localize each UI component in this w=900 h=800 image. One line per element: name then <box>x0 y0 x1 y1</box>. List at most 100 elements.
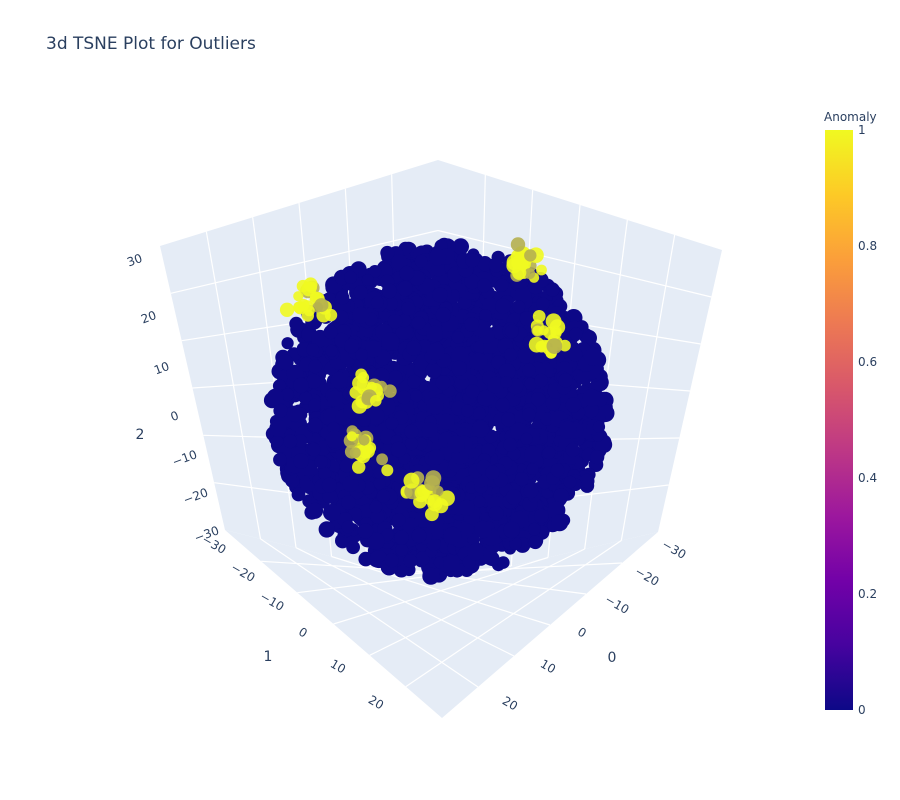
data-point[interactable] <box>387 314 403 329</box>
data-point[interactable] <box>471 420 490 438</box>
data-point[interactable] <box>403 554 418 569</box>
outlier-point[interactable] <box>293 301 308 315</box>
data-point[interactable] <box>323 503 341 522</box>
data-point[interactable] <box>373 477 386 490</box>
data-point[interactable] <box>451 360 467 376</box>
data-point[interactable] <box>395 543 409 557</box>
points-layer[interactable] <box>263 237 615 585</box>
outlier-point[interactable] <box>546 338 563 354</box>
data-point[interactable] <box>401 301 416 316</box>
data-point[interactable] <box>293 453 309 469</box>
data-point[interactable] <box>361 274 374 286</box>
data-point[interactable] <box>443 554 460 572</box>
data-point[interactable] <box>518 347 534 364</box>
data-point[interactable] <box>318 521 335 538</box>
data-point[interactable] <box>511 300 526 314</box>
outlier-point[interactable] <box>545 313 562 330</box>
data-point[interactable] <box>291 487 306 502</box>
data-point[interactable] <box>325 344 338 357</box>
data-point[interactable] <box>426 342 445 361</box>
data-point[interactable] <box>344 270 357 284</box>
data-point[interactable] <box>534 373 548 388</box>
data-point[interactable] <box>569 327 583 341</box>
data-point[interactable] <box>526 463 539 475</box>
outlier-point[interactable] <box>376 453 388 466</box>
outlier-point[interactable] <box>346 431 357 442</box>
data-point[interactable] <box>528 522 541 536</box>
data-point[interactable] <box>370 295 384 309</box>
data-point[interactable] <box>438 413 455 430</box>
data-point[interactable] <box>278 354 294 371</box>
data-point[interactable] <box>327 390 343 407</box>
data-point[interactable] <box>397 390 411 405</box>
data-point[interactable] <box>550 463 565 478</box>
data-point[interactable] <box>384 297 398 311</box>
outlier-point[interactable] <box>314 298 329 313</box>
data-point[interactable] <box>384 553 399 568</box>
data-point[interactable] <box>307 417 323 433</box>
data-point[interactable] <box>314 455 328 469</box>
data-point[interactable] <box>330 371 348 389</box>
outlier-point[interactable] <box>532 325 543 336</box>
data-point[interactable] <box>451 346 469 364</box>
outlier-point[interactable] <box>358 435 370 446</box>
outlier-point[interactable] <box>414 485 430 501</box>
data-point[interactable] <box>580 473 595 489</box>
data-point[interactable] <box>293 377 309 394</box>
data-point[interactable] <box>443 526 462 545</box>
data-point[interactable] <box>465 384 480 399</box>
data-point[interactable] <box>477 389 495 407</box>
data-point[interactable] <box>273 452 287 467</box>
data-point[interactable] <box>435 307 451 323</box>
data-point[interactable] <box>306 373 322 389</box>
data-point[interactable] <box>411 528 427 544</box>
data-point[interactable] <box>464 317 480 332</box>
data-point[interactable] <box>422 567 440 585</box>
outlier-point[interactable] <box>536 264 547 276</box>
data-point[interactable] <box>522 407 536 422</box>
data-point[interactable] <box>381 283 397 299</box>
data-point[interactable] <box>414 437 428 451</box>
data-point[interactable] <box>281 337 294 350</box>
data-point[interactable] <box>380 245 395 260</box>
data-point[interactable] <box>421 422 438 438</box>
data-point[interactable] <box>390 441 407 458</box>
data-point[interactable] <box>381 332 400 351</box>
data-point[interactable] <box>485 465 500 480</box>
data-point[interactable] <box>520 432 533 445</box>
data-point[interactable] <box>553 488 569 504</box>
data-point[interactable] <box>503 521 520 539</box>
data-point[interactable] <box>565 442 580 458</box>
data-point[interactable] <box>273 403 288 418</box>
data-point[interactable] <box>582 388 601 407</box>
data-point[interactable] <box>388 370 403 386</box>
data-point[interactable] <box>270 435 284 448</box>
data-point[interactable] <box>447 435 465 454</box>
data-point[interactable] <box>381 528 394 542</box>
data-point[interactable] <box>426 397 444 415</box>
data-point[interactable] <box>458 499 475 516</box>
data-point[interactable] <box>559 420 577 439</box>
data-point[interactable] <box>528 535 543 550</box>
data-point[interactable] <box>410 390 423 403</box>
data-point[interactable] <box>469 352 488 371</box>
data-point[interactable] <box>355 348 369 362</box>
data-point[interactable] <box>451 331 465 344</box>
data-point[interactable] <box>397 280 413 297</box>
data-point[interactable] <box>404 424 419 439</box>
data-point[interactable] <box>498 363 516 380</box>
data-point[interactable] <box>514 472 529 486</box>
outlier-point[interactable] <box>370 395 382 407</box>
data-point[interactable] <box>473 406 486 420</box>
outlier-point[interactable] <box>301 281 317 297</box>
data-point[interactable] <box>522 363 536 377</box>
data-point[interactable] <box>341 520 355 534</box>
data-point[interactable] <box>534 508 549 524</box>
data-point[interactable] <box>545 395 561 411</box>
data-point[interactable] <box>286 405 303 422</box>
data-point[interactable] <box>428 449 445 466</box>
data-point[interactable] <box>358 551 374 567</box>
data-point[interactable] <box>495 398 510 413</box>
data-point[interactable] <box>267 388 284 406</box>
data-point[interactable] <box>357 523 374 539</box>
